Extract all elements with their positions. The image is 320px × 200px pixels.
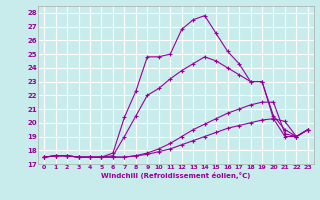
X-axis label: Windchill (Refroidissement éolien,°C): Windchill (Refroidissement éolien,°C) [101,172,251,179]
